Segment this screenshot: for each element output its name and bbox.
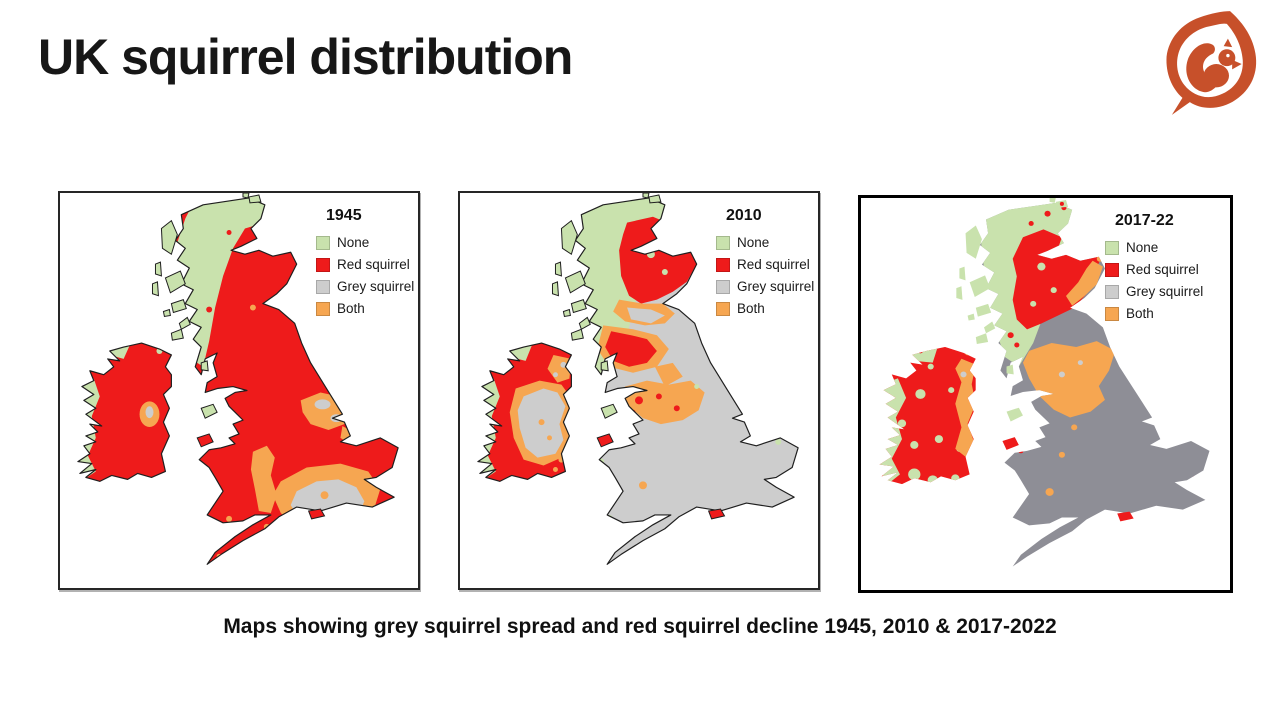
legend-swatch-grey	[1105, 284, 1119, 299]
map-2010-drawing	[477, 193, 799, 565]
legend-swatch-grey	[316, 279, 330, 294]
legend-item-grey-squirrel: Grey squirrel	[716, 279, 814, 294]
legend-item-both: Both	[716, 301, 814, 316]
map-year-label: 1945	[326, 207, 362, 224]
caption: Maps showing grey squirrel spread and re…	[223, 615, 1057, 638]
legend-item-grey-squirrel: Grey squirrel	[1105, 284, 1203, 299]
legend-swatch-none	[316, 235, 330, 250]
legend-item-red-squirrel: Red squirrel	[1105, 262, 1203, 277]
legend-item-none: None	[1105, 240, 1203, 255]
map-2017-22-drawing	[879, 198, 1210, 567]
legend-item-none: None	[716, 235, 814, 250]
map-year-label: 2017-22	[1115, 212, 1174, 229]
map-2010-legend: 2010 None Red squirrel Grey squirrel Bot…	[716, 203, 814, 323]
legend-item-red-squirrel: Red squirrel	[316, 257, 414, 272]
map-1945-legend: 1945 None Red squirrel Grey squirrel Bot…	[316, 203, 414, 323]
map-1945: 1945 None Red squirrel Grey squirrel Bot…	[58, 191, 420, 590]
map-1945-drawing	[77, 193, 399, 565]
slide-title: UK squirrel distribution	[38, 29, 573, 85]
legend-item-both: Both	[316, 301, 414, 316]
legend-item-none: None	[316, 235, 414, 250]
map-2017-22-legend: 2017-22 None Red squirrel Grey squirrel …	[1105, 208, 1203, 328]
legend-swatch-both	[716, 301, 730, 316]
legend-swatch-both	[316, 301, 330, 316]
legend-item-red-squirrel: Red squirrel	[716, 257, 814, 272]
legend-swatch-both	[1105, 306, 1119, 321]
legend-item-grey-squirrel: Grey squirrel	[316, 279, 414, 294]
map-2017-22: 2017-22 None Red squirrel Grey squirrel …	[858, 195, 1233, 593]
map-2010: 2010 None Red squirrel Grey squirrel Bot…	[458, 191, 820, 590]
legend-swatch-none	[716, 235, 730, 250]
squirrel-silhouette	[1186, 38, 1242, 93]
legend-swatch-red	[1105, 262, 1119, 277]
map-year-label: 2010	[726, 207, 762, 224]
legend-item-both: Both	[1105, 306, 1203, 321]
legend-swatch-red	[316, 257, 330, 272]
legend-swatch-none	[1105, 240, 1119, 255]
squirrel-leaf-logo-icon	[1166, 11, 1257, 115]
legend-swatch-grey	[716, 279, 730, 294]
legend-swatch-red	[716, 257, 730, 272]
